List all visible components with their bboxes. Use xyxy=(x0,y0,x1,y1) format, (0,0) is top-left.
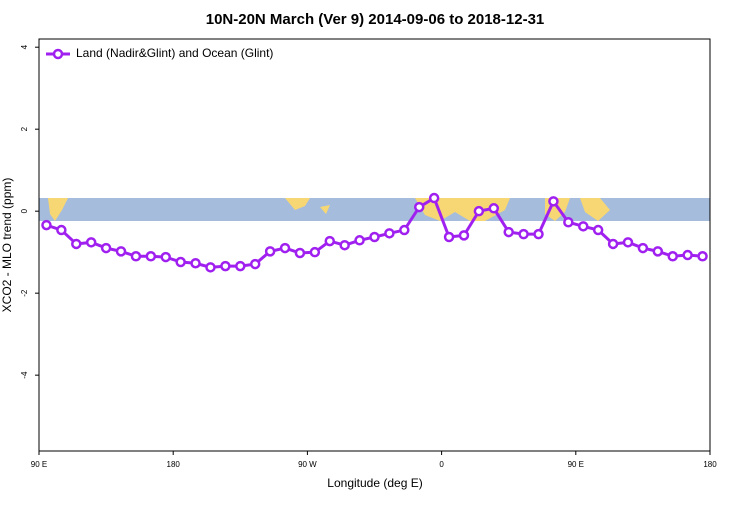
data-point xyxy=(637,242,649,254)
data-point xyxy=(682,249,693,261)
data-point xyxy=(518,228,529,240)
data-point xyxy=(399,224,410,236)
data-point xyxy=(56,224,67,236)
data-point xyxy=(563,216,574,228)
y-tick-label: 0 xyxy=(20,208,29,213)
x-tick-label: 90 W xyxy=(298,460,317,469)
data-point xyxy=(264,246,276,257)
x-axis-label: Longitude (deg E) xyxy=(327,476,422,490)
land-shapes xyxy=(48,198,610,221)
data-point xyxy=(607,238,619,250)
legend-marker xyxy=(52,48,64,60)
y-tick-label: -4 xyxy=(20,371,29,379)
chart-title: 10N-20N March (Ver 9) 2014-09-06 to 2018… xyxy=(206,11,545,28)
data-point xyxy=(249,258,261,270)
data-point xyxy=(324,235,336,247)
data-point xyxy=(235,260,246,272)
data-point xyxy=(428,192,440,204)
y-tick-label: -2 xyxy=(20,289,29,297)
data-point xyxy=(652,246,664,257)
data-point xyxy=(145,251,157,262)
x-tick-label: 180 xyxy=(703,460,717,469)
data-point xyxy=(220,260,231,272)
data-point xyxy=(667,251,678,262)
data-point xyxy=(205,262,216,273)
plot-frame xyxy=(38,38,711,452)
data-point xyxy=(160,251,171,263)
data-point xyxy=(622,237,634,248)
y-tick-label: 2 xyxy=(20,126,29,131)
x-tick-label: 180 xyxy=(167,460,181,469)
data-point xyxy=(41,219,52,231)
x-tick-label: 90 E xyxy=(568,460,584,469)
legend-label: Land (Nadir&Glint) and Ocean (Glint) xyxy=(76,46,273,60)
data-point xyxy=(458,230,470,241)
data-point xyxy=(592,224,604,236)
data-point xyxy=(443,231,455,243)
data-point xyxy=(488,203,500,214)
data-point xyxy=(294,247,306,259)
data-point xyxy=(473,205,485,217)
data-point xyxy=(279,242,291,254)
data-point xyxy=(384,228,395,239)
data-point xyxy=(503,226,514,238)
data-point xyxy=(369,231,380,243)
ocean-strip xyxy=(39,198,710,221)
data-point xyxy=(339,239,350,251)
data-point xyxy=(190,257,201,269)
y-axis-label: XCO2 - MLO trend (ppm) xyxy=(0,178,14,313)
data-point xyxy=(548,196,559,207)
data-point xyxy=(130,251,142,262)
data-point xyxy=(71,238,82,250)
x-tick-label: 90 E xyxy=(31,460,47,469)
data-point xyxy=(85,237,97,248)
x-tick-label: 0 xyxy=(439,460,444,469)
data-point xyxy=(413,201,425,213)
data-point xyxy=(697,251,708,262)
data-point xyxy=(533,228,544,240)
data-point xyxy=(309,246,321,258)
y-tick-label: 4 xyxy=(20,44,29,49)
data-point xyxy=(578,221,589,232)
data-point xyxy=(175,256,186,268)
data-point xyxy=(100,242,112,254)
map-strip xyxy=(39,198,710,221)
data-point xyxy=(354,235,365,246)
data-point xyxy=(115,246,127,257)
